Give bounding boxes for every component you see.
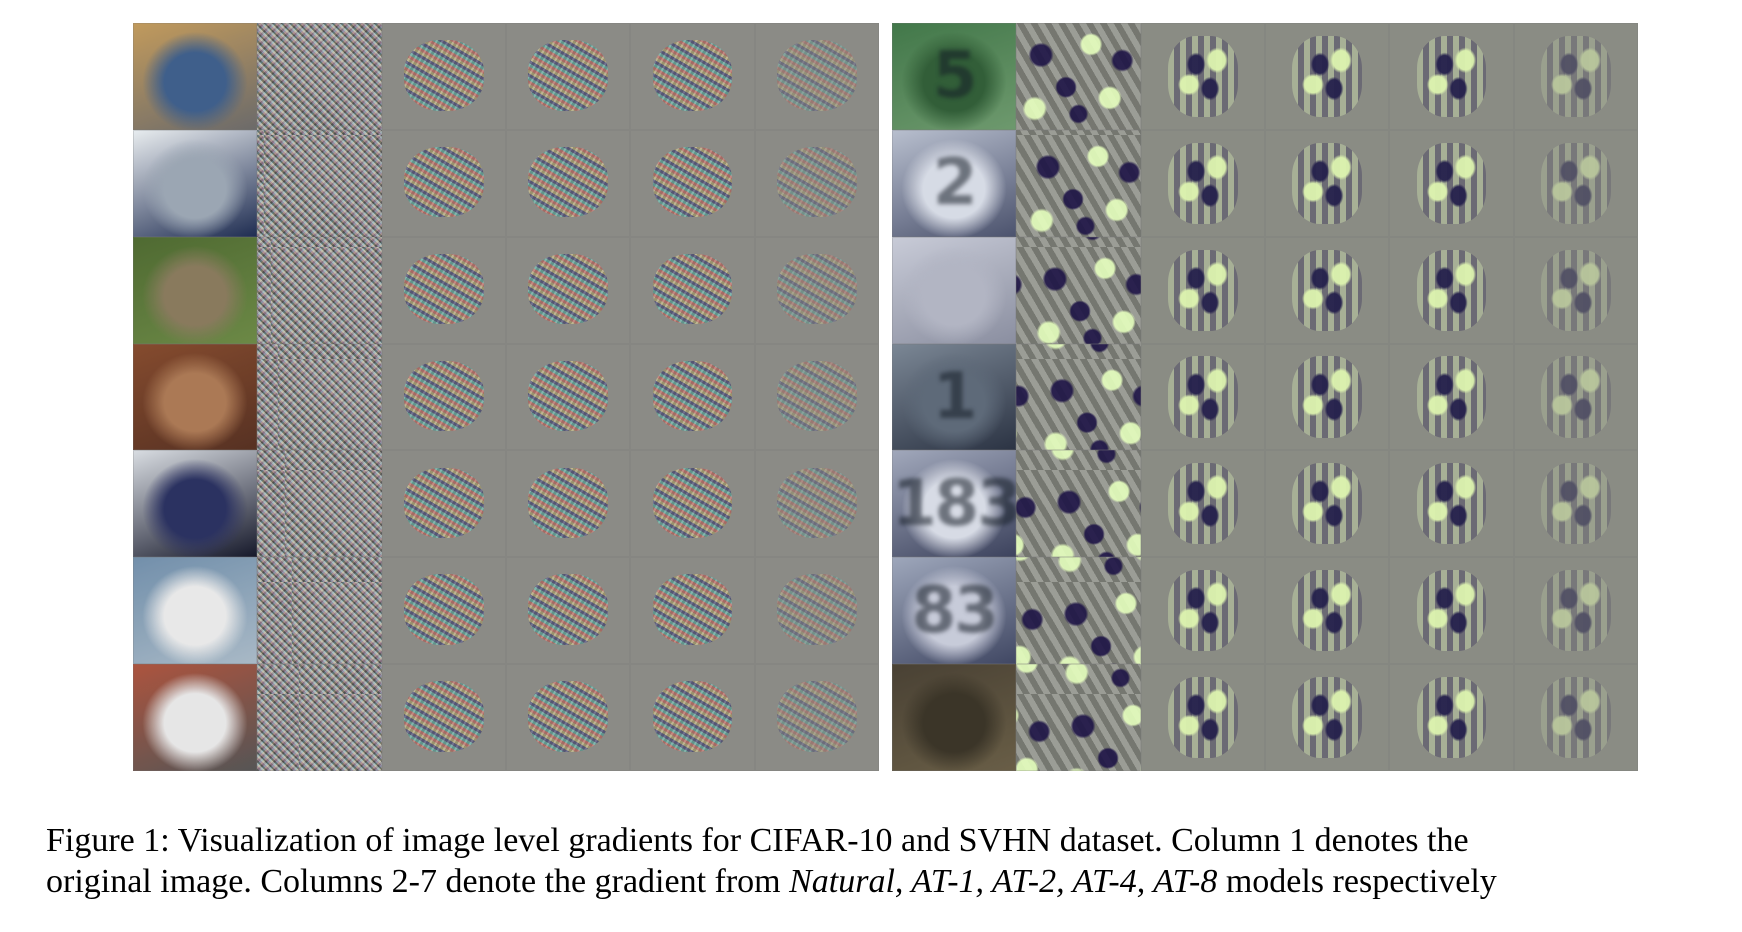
cifar-gradient-natural-row-1 (257, 23, 382, 130)
svhn-gradient-at8-row-4 (1513, 343, 1638, 451)
svhn-original-image-row-5: 183 (892, 450, 1017, 558)
figure-caption: Figure 1: Visualization of image level g… (46, 820, 1726, 902)
svhn-gradient-natural-row-4 (1016, 343, 1141, 451)
cifar-gradient-at4-row-1 (630, 23, 755, 130)
svhn-gradient-grid: 5 2 1 183 83 (892, 23, 1638, 771)
svhn-gradient-at1-row-6 (1140, 557, 1265, 665)
cifar-original-image-row-5 (133, 450, 258, 558)
svhn-gradient-at1-row-2 (1140, 129, 1265, 237)
caption-line-2-start: original image. Columns 2-7 denote the g… (46, 863, 790, 900)
svhn-original-image-row-1: 5 (892, 23, 1017, 130)
cifar-gradient-natural-row-6 (257, 557, 382, 665)
svhn-gradient-natural-row-2 (1016, 129, 1141, 237)
svhn-gradient-at8-row-2 (1513, 129, 1638, 237)
svhn-gradient-at4-row-2 (1389, 129, 1514, 237)
svhn-gradient-at1-row-7 (1140, 664, 1265, 771)
cifar10-gradient-grid (133, 23, 879, 771)
svhn-gradient-at1-row-4 (1140, 343, 1265, 451)
svhn-gradient-at2-row-3 (1265, 236, 1390, 344)
svhn-gradient-at1-row-5 (1140, 450, 1265, 558)
svhn-gradient-at2-row-5 (1265, 450, 1390, 558)
svhn-gradient-at4-row-3 (1389, 236, 1514, 344)
cifar-gradient-natural-row-7 (257, 664, 382, 771)
cifar-gradient-at8-row-1 (754, 23, 879, 130)
svhn-gradient-at4-row-5 (1389, 450, 1514, 558)
cifar-gradient-at4-row-6 (630, 557, 755, 665)
svhn-gradient-at4-row-6 (1389, 557, 1514, 665)
cifar-gradient-at2-row-7 (506, 664, 631, 771)
cifar-original-image-row-6 (133, 557, 258, 665)
cifar-gradient-natural-row-5 (257, 450, 382, 558)
svhn-gradient-natural-row-3 (1016, 236, 1141, 344)
svhn-original-image-row-4: 1 (892, 343, 1017, 451)
cifar-original-image-row-1 (133, 23, 258, 130)
cifar-gradient-natural-row-2 (257, 129, 382, 237)
svhn-original-image-row-7 (892, 664, 1017, 771)
svhn-gradient-at2-row-4 (1265, 343, 1390, 451)
cifar-gradient-at4-row-4 (630, 343, 755, 451)
svhn-gradient-at4-row-4 (1389, 343, 1514, 451)
cifar-gradient-at8-row-2 (754, 129, 879, 237)
cifar-gradient-at4-row-5 (630, 450, 755, 558)
cifar-gradient-at2-row-6 (506, 557, 631, 665)
cifar-gradient-at4-row-3 (630, 236, 755, 344)
cifar-gradient-at1-row-2 (381, 129, 506, 237)
svhn-gradient-natural-row-1 (1016, 23, 1141, 130)
cifar-gradient-at1-row-7 (381, 664, 506, 771)
svhn-gradient-at2-row-7 (1265, 664, 1390, 771)
svhn-gradient-natural-row-7 (1016, 664, 1141, 771)
caption-line-1: Visualization of image level gradients f… (177, 822, 1469, 859)
caption-label: Figure 1: (46, 822, 170, 859)
svhn-gradient-at8-row-5 (1513, 450, 1638, 558)
svhn-gradient-at1-row-3 (1140, 236, 1265, 344)
svhn-gradient-at8-row-6 (1513, 557, 1638, 665)
svhn-digit-text: 1 (932, 359, 978, 434)
cifar-original-image-row-2 (133, 129, 258, 237)
svhn-gradient-at1-row-1 (1140, 23, 1265, 130)
svhn-digit-text: 5 (932, 39, 978, 114)
cifar-gradient-at2-row-4 (506, 343, 631, 451)
svhn-gradient-at2-row-2 (1265, 129, 1390, 237)
svhn-digit-text: 2 (932, 146, 978, 221)
cifar-gradient-at8-row-7 (754, 664, 879, 771)
svhn-gradient-at2-row-1 (1265, 23, 1390, 130)
cifar-gradient-natural-row-3 (257, 236, 382, 344)
cifar-gradient-at1-row-6 (381, 557, 506, 665)
cifar-gradient-at8-row-3 (754, 236, 879, 344)
svhn-gradient-natural-row-6 (1016, 557, 1141, 665)
cifar-gradient-at2-row-1 (506, 23, 631, 130)
svhn-gradient-at8-row-1 (1513, 23, 1638, 130)
cifar-gradient-at8-row-4 (754, 343, 879, 451)
svhn-gradient-at4-row-1 (1389, 23, 1514, 130)
svhn-original-image-row-6: 83 (892, 557, 1017, 665)
svhn-gradient-at2-row-6 (1265, 557, 1390, 665)
svhn-gradient-at8-row-7 (1513, 664, 1638, 771)
svhn-original-image-row-2: 2 (892, 129, 1017, 237)
cifar-gradient-at2-row-5 (506, 450, 631, 558)
svhn-gradient-at8-row-3 (1513, 236, 1638, 344)
svhn-gradient-natural-row-5 (1016, 450, 1141, 558)
caption-line-2-end: models respectively (1217, 863, 1497, 900)
cifar-gradient-natural-row-4 (257, 343, 382, 451)
cifar-gradient-at2-row-3 (506, 236, 631, 344)
caption-model-names: Natural, AT-1, AT-2, AT-4, AT-8 (789, 863, 1218, 900)
cifar-gradient-at4-row-7 (630, 664, 755, 771)
cifar-original-image-row-3 (133, 236, 258, 344)
cifar-original-image-row-4 (133, 343, 258, 451)
cifar-original-image-row-7 (133, 664, 258, 771)
cifar-gradient-at4-row-2 (630, 129, 755, 237)
cifar-gradient-at1-row-3 (381, 236, 506, 344)
svhn-digit-text: 83 (911, 573, 999, 648)
cifar-gradient-at1-row-4 (381, 343, 506, 451)
svhn-gradient-at4-row-7 (1389, 664, 1514, 771)
cifar-gradient-at8-row-5 (754, 450, 879, 558)
cifar-gradient-at2-row-2 (506, 129, 631, 237)
cifar-gradient-at8-row-6 (754, 557, 879, 665)
cifar-gradient-at1-row-1 (381, 23, 506, 130)
cifar-gradient-at1-row-5 (381, 450, 506, 558)
svhn-original-image-row-3 (892, 236, 1017, 344)
svhn-digit-text: 183 (892, 466, 1017, 541)
